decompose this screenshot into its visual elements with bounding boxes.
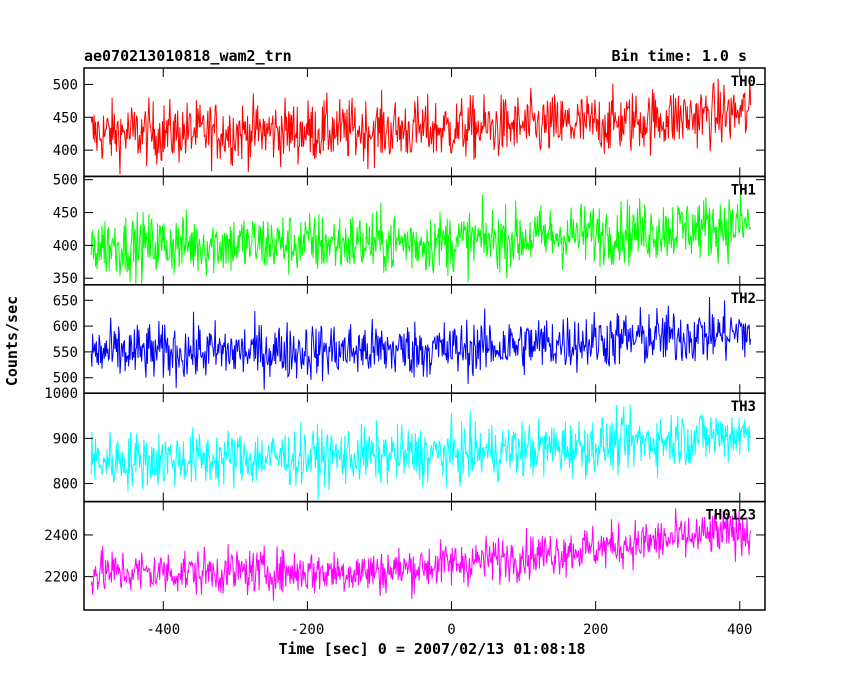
y-tick-label: 2200 — [44, 570, 78, 586]
panel-th2: 500 550 600 650 TH2 — [53, 284, 766, 394]
x-tick-label: 0 — [447, 622, 455, 638]
panel-th0: 400 450 500 TH0 — [53, 67, 766, 178]
y-tick-label: 900 — [53, 431, 78, 447]
chart-title: ae070213010818_wam2_trn — [84, 47, 292, 65]
panel-frame — [83, 500, 766, 611]
panel-label-th0123: TH0123 — [705, 508, 756, 524]
y-tick-label: 600 — [53, 319, 78, 335]
panel-th1: 350 400 450 500 TH1 — [53, 173, 766, 287]
y-tick-label: 1000 — [44, 386, 78, 402]
y-tick-label: 800 — [53, 477, 78, 493]
y-tick-label: 650 — [53, 293, 78, 309]
panels-group: 400 450 500 TH0 350 400 450 500 TH1 500 550 600 650 T… — [44, 67, 766, 638]
y-tick-label: 400 — [53, 238, 78, 254]
y-tick-label: 400 — [53, 143, 78, 159]
series-line-th2 — [90, 296, 752, 390]
panel-th3: 800 900 1000 TH3 — [44, 386, 766, 503]
y-tick-label: 350 — [53, 271, 78, 287]
series-line-th3 — [90, 404, 752, 500]
series-line-th0 — [90, 77, 752, 175]
x-tick-label: -400 — [146, 622, 180, 638]
x-tick-label: -200 — [291, 622, 325, 638]
panel-label-th2: TH2 — [731, 291, 756, 307]
y-tick-label: 450 — [53, 206, 78, 222]
series-line-th1 — [90, 193, 752, 284]
y-tick-label: 450 — [53, 110, 78, 126]
x-tick-label: 400 — [727, 622, 752, 638]
x-axis-label: Time [sec] 0 = 2007/02/13 01:08:18 — [278, 640, 585, 658]
series-line-th0123 — [90, 508, 752, 601]
y-tick-label: 500 — [53, 173, 78, 189]
y-tick-label: 2400 — [44, 528, 78, 544]
panel-label-th0: TH0 — [731, 74, 756, 90]
x-tick-label: 200 — [583, 622, 608, 638]
y-tick-label: 500 — [53, 77, 78, 93]
panel-label-th3: TH3 — [731, 399, 756, 415]
y-tick-label: 500 — [53, 371, 78, 387]
y-axis-label: Counts/sec — [3, 296, 21, 386]
bin-time-label: Bin time: 1.0 s — [612, 47, 747, 65]
panel-th0123: 2200 2400 TH0123 — [44, 500, 766, 611]
y-tick-label: 550 — [53, 345, 78, 361]
panel-label-th1: TH1 — [731, 182, 756, 198]
